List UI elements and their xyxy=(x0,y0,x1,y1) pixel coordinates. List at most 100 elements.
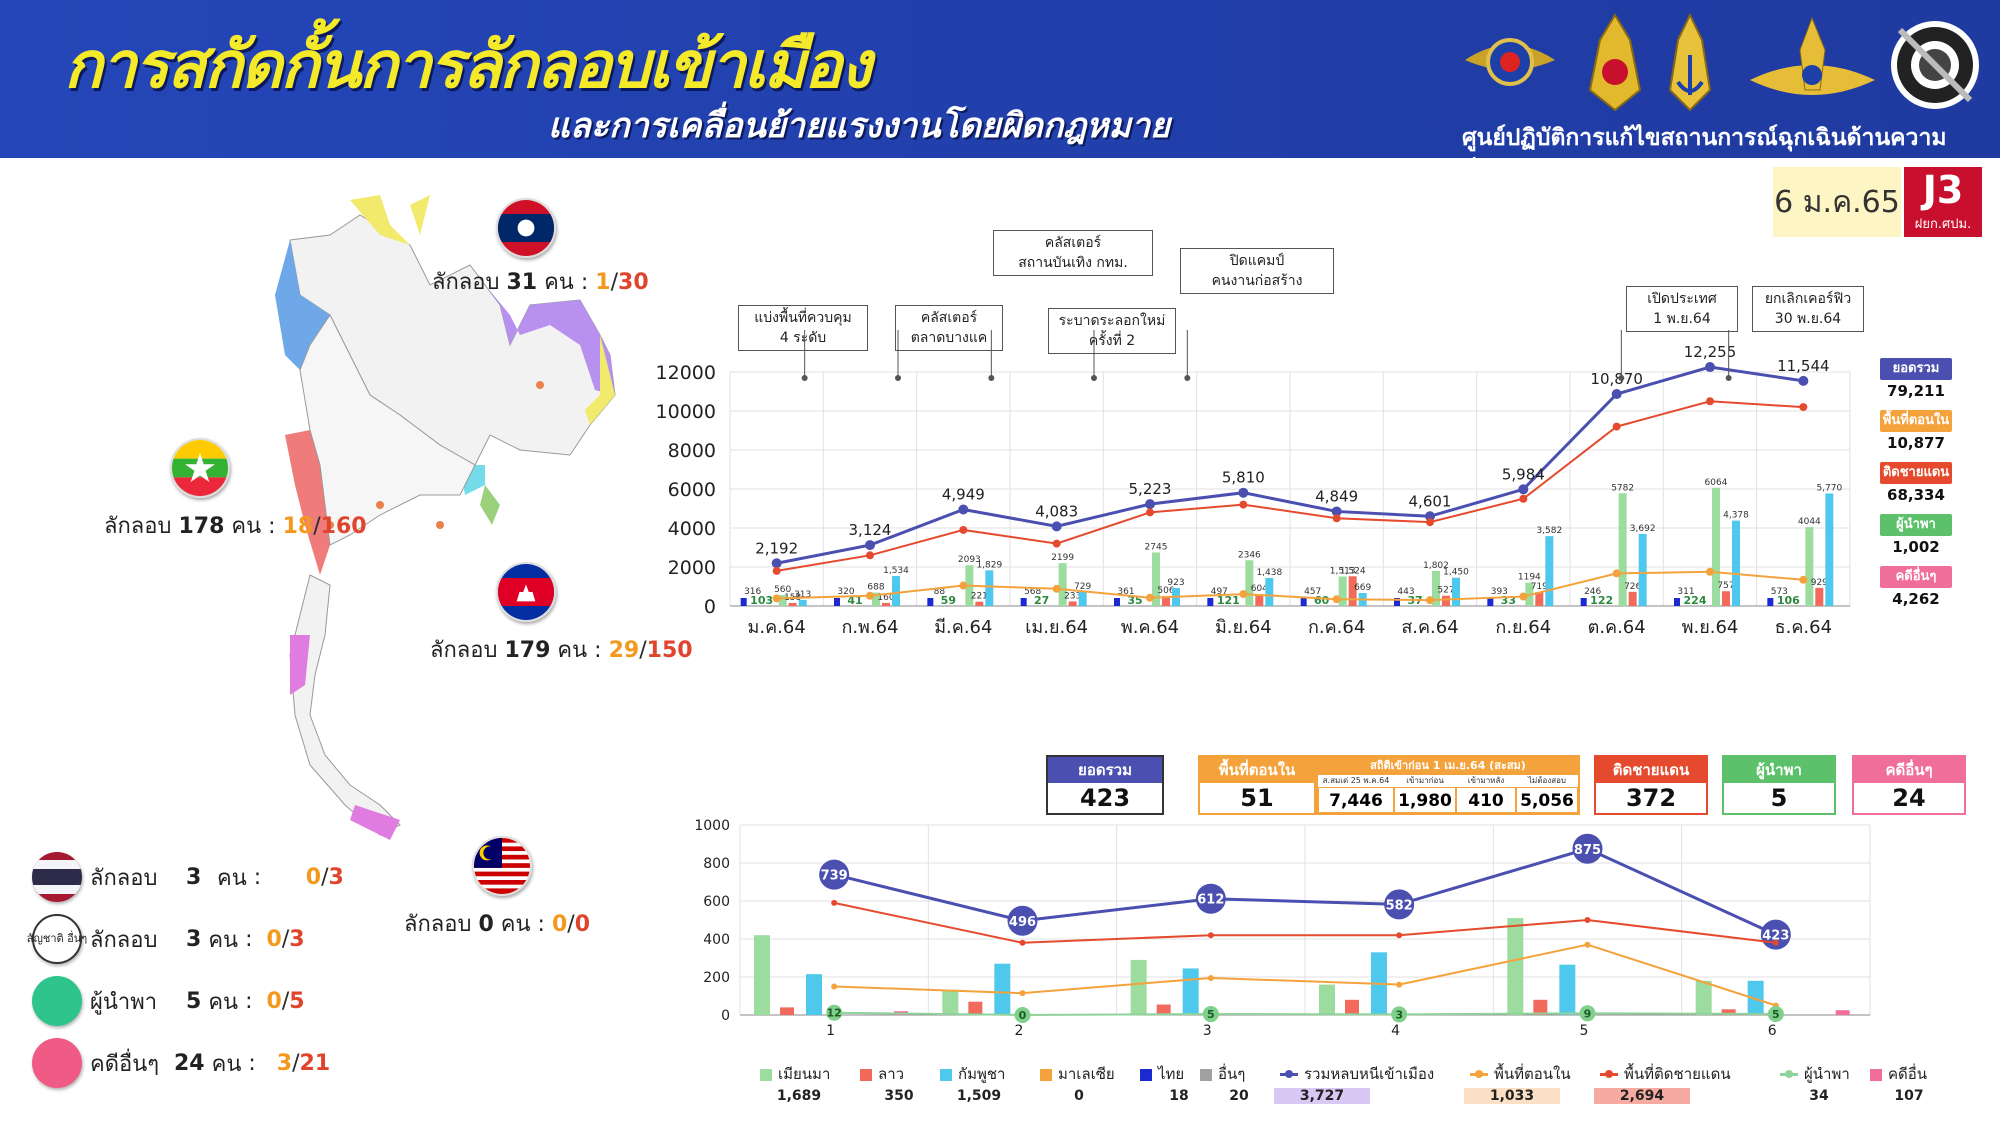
legend-dot-icon xyxy=(1475,1070,1483,1078)
legend-label: เมียนมา xyxy=(778,1065,831,1083)
bar-myanmar xyxy=(754,935,770,1015)
bar-laos xyxy=(1162,596,1170,606)
legend-item: พื้นที่ติดชายแดน xyxy=(1600,1062,1731,1086)
y-tick-label: 10000 xyxy=(656,401,716,423)
data-label: 10,870 xyxy=(1590,370,1643,388)
series-point-2 xyxy=(1332,595,1341,604)
bar-cambodia xyxy=(1747,980,1764,1015)
bar-label-myanmar: 2745 xyxy=(1145,542,1168,552)
green-circle-icon xyxy=(32,976,82,1026)
map-marker xyxy=(326,521,334,529)
bar-myanmar xyxy=(1338,576,1347,606)
bar-laos xyxy=(1345,999,1359,1015)
annotation-pin-dot xyxy=(988,375,995,381)
summary-border-value: 372 xyxy=(1625,784,1677,812)
map-marker xyxy=(436,521,444,529)
series-point-1 xyxy=(1519,494,1528,503)
legend-label: ผู้นำพา xyxy=(1804,1065,1850,1083)
guide-label: 59 xyxy=(941,594,956,607)
police-emblem-icon xyxy=(1891,21,1979,109)
x-tick-label: ส.ค.64 xyxy=(1401,617,1458,638)
right-summary-tag: ติดชายแดน xyxy=(1880,462,1952,484)
map-east-yellow xyxy=(585,335,615,425)
small-bar-label: 316 xyxy=(744,587,761,597)
bar-thai xyxy=(740,598,747,606)
bar-cambodia xyxy=(994,963,1011,1015)
stats-col: ส.สมเด่ 25 พ.ค.64 xyxy=(1322,776,1390,785)
legend-label: ลักลอบ xyxy=(90,927,158,953)
bar-cambodia xyxy=(1265,577,1274,606)
bar-thai xyxy=(927,598,934,606)
bar-thai xyxy=(1487,598,1494,606)
series-point-2 xyxy=(1239,590,1248,599)
bar-label-laos: 233 xyxy=(1064,591,1081,601)
annotation-line: ครั้งที่ 2 xyxy=(1088,333,1136,349)
series-line-2 xyxy=(776,570,1804,602)
small-bar-label: 393 xyxy=(1491,587,1508,597)
agency-name: ศูนย์ปฏิบัติการแก้ไขสถานการณ์ฉุกเฉินด้าน… xyxy=(1462,125,1947,187)
legend-value: 350 xyxy=(884,1088,914,1104)
small-bar-label: 443 xyxy=(1397,587,1414,597)
legend-value: 20 xyxy=(1229,1088,1249,1104)
series-point-2 xyxy=(1019,939,1026,946)
legend-count: 3 xyxy=(186,926,202,952)
bar-label-laos: 160 xyxy=(877,593,894,603)
series-point-2 xyxy=(1426,596,1434,605)
legend-value: 107 xyxy=(1894,1088,1924,1104)
bar-myanmar xyxy=(1152,552,1160,606)
legend-item: รวมหลบหนีเข้าเมือง xyxy=(1280,1062,1434,1086)
y-tick-label: 200 xyxy=(703,970,730,986)
legend-label: ไทย xyxy=(1158,1065,1185,1083)
guide-point xyxy=(1767,1006,1784,1023)
data-label: 3,124 xyxy=(849,521,892,539)
right-summary-value: 79,211 xyxy=(1887,382,1945,400)
myanmar-a: 18 xyxy=(282,514,314,539)
series-point-2 xyxy=(772,594,781,603)
legend-label: ลาว xyxy=(878,1065,905,1083)
annotation-line: เปิดประเทศ xyxy=(1647,291,1717,307)
guide-label: 106 xyxy=(1777,594,1800,607)
x-tick-label: 1 xyxy=(826,1023,835,1039)
series-point-1 xyxy=(1052,539,1061,548)
data-label: 4,601 xyxy=(1409,492,1452,510)
bar-label-myanmar: 688 xyxy=(867,583,884,593)
bar-cambodia xyxy=(985,570,994,606)
cambodia-sep: : xyxy=(594,638,602,663)
x-tick-label: เม.ย.64 xyxy=(1025,617,1088,638)
series-point-2 xyxy=(1799,575,1808,584)
bar-label-laos: 929 xyxy=(1811,578,1828,588)
bar-label-laos: 757 xyxy=(1717,581,1734,591)
series-point-1 xyxy=(1332,514,1341,523)
annotation-line: คลัสเตอร์ xyxy=(920,310,978,326)
annotation-line: 30 พ.ย.64 xyxy=(1774,311,1842,327)
bar-cambodia xyxy=(1182,968,1199,1015)
y-tick-label: 6000 xyxy=(668,479,716,501)
series-point-2 xyxy=(1612,569,1621,578)
series-bubble xyxy=(819,859,850,890)
annotation-pin-dot xyxy=(1618,375,1625,381)
bar-cambodia xyxy=(892,576,900,606)
series-point-0 xyxy=(1051,521,1062,532)
map-south-pink xyxy=(290,635,400,840)
data-label: 582 xyxy=(1386,898,1413,913)
legend-label: พื้นที่ติดชายแดน xyxy=(1624,1065,1731,1083)
series-point-0 xyxy=(865,540,875,551)
bar-myanmar xyxy=(1058,563,1067,606)
cambodia-flag-icon xyxy=(496,562,556,622)
bar-cambodia xyxy=(1559,964,1576,1015)
map-marker xyxy=(376,501,384,509)
annotation-line: ระบาดระลอกใหม่ xyxy=(1058,313,1166,329)
series-point-2 xyxy=(1146,593,1154,602)
data-label: 4,083 xyxy=(1035,502,1078,520)
series-line-1 xyxy=(776,400,1804,572)
legend-unit: คน xyxy=(208,927,239,953)
legend-thai: ลักลอบ 3 คน : 0/3 xyxy=(32,852,344,902)
bar-laos xyxy=(968,1001,983,1015)
guide-label: 121 xyxy=(1217,594,1240,607)
bar-myanmar xyxy=(1507,918,1524,1015)
myanmar-count: 178 xyxy=(178,514,225,539)
series-bubble xyxy=(1195,883,1226,914)
summary-stats-label: สถิติเข้าก่อน 1 เม.ย.64 (สะสม) xyxy=(1318,757,1578,775)
y-tick-label: 400 xyxy=(703,932,730,948)
bar-cambodia xyxy=(1825,493,1834,606)
